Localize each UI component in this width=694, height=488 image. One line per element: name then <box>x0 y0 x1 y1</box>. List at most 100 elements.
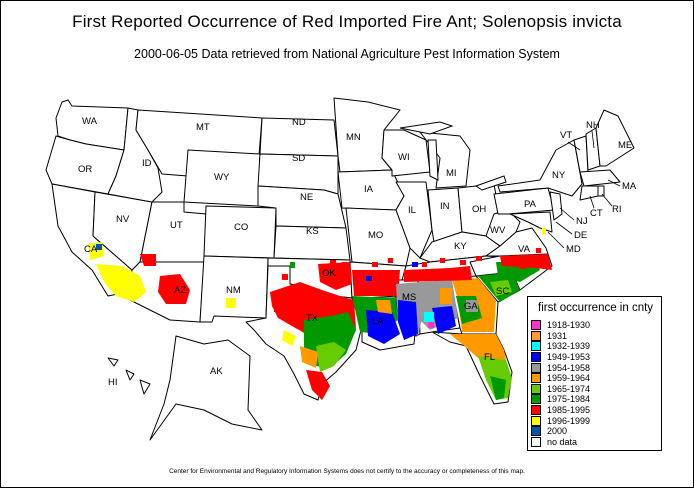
label-sd: SD <box>292 153 305 164</box>
patch-4 <box>388 258 393 263</box>
lake-erie <box>474 175 507 191</box>
legend-label: 1959-1964 <box>547 373 591 384</box>
label-ut: UT <box>170 220 183 231</box>
great-lakes <box>399 121 507 191</box>
legend-swatch <box>531 415 541 426</box>
infestation-layer <box>88 228 552 400</box>
legend-swatch <box>531 383 541 394</box>
legend-item: 1959-1964 <box>531 373 661 384</box>
leader-ma <box>607 179 621 187</box>
legend-swatch <box>531 320 541 331</box>
patch-3 <box>372 262 378 267</box>
legend-item: 1975-1984 <box>531 394 661 405</box>
leader-ri <box>601 193 613 207</box>
legend-item: 1949-1953 <box>531 352 661 363</box>
legend-item: 1996-1999 <box>531 415 661 426</box>
fill-nc-red <box>500 254 552 270</box>
legend-label: 2000 <box>547 426 568 437</box>
label-md: MD <box>566 244 581 255</box>
legend-label: 1985-1995 <box>547 405 591 416</box>
legend-label: 1965-1974 <box>547 383 591 394</box>
fill-la-orange <box>376 300 392 314</box>
map-title: First Reported Occurrence of Red Importe… <box>72 12 622 31</box>
label-ri: RI <box>612 204 622 215</box>
patch-14 <box>282 274 288 280</box>
label-ct: CT <box>590 208 603 219</box>
fill-ms-blue <box>398 300 418 340</box>
legend-item: 1954-1958 <box>531 362 661 373</box>
state-nj <box>549 191 563 221</box>
patch-7 <box>440 258 445 263</box>
fill-tx-lgreen <box>316 342 346 372</box>
legend: first occurrence in cnty 1918-1930 1931 19… <box>527 296 662 451</box>
patch-10 <box>520 264 526 269</box>
leader-vt <box>567 141 581 151</box>
fill-al-cyan <box>424 312 434 322</box>
fill-ar-red <box>352 270 400 296</box>
leader-ct <box>589 195 595 209</box>
legend-item: no data <box>531 436 661 448</box>
fill-ca-red <box>140 254 156 266</box>
legend-label: 1918-1930 <box>547 320 591 331</box>
legend-title: first occurrence in cnty <box>538 302 654 314</box>
legend-item: 1932-1939 <box>531 341 661 352</box>
label-co: CO <box>234 222 248 233</box>
patch-ca-blue <box>96 244 102 250</box>
fill-ok-yellow <box>282 330 296 346</box>
label-mt: MT <box>196 122 210 133</box>
legend-label: 1954-1958 <box>547 362 591 373</box>
state-wi <box>381 129 431 177</box>
fill-ca-yellow <box>96 264 146 302</box>
label-me: ME <box>618 140 632 151</box>
label-ia: IA <box>364 184 374 195</box>
patch-6 <box>422 262 427 267</box>
state-wv <box>485 209 521 247</box>
legend-swatch <box>531 426 541 437</box>
fill-la-blue <box>366 310 400 344</box>
label-tx: TX <box>306 313 319 324</box>
label-ok: OK <box>322 268 336 279</box>
fill-fl-dgreen <box>490 376 506 400</box>
patch-9 <box>476 256 482 261</box>
label-il: IL <box>408 205 416 216</box>
label-nd: ND <box>292 117 306 128</box>
legend-swatch <box>531 373 541 384</box>
label-la: LA <box>372 316 384 327</box>
lake-michigan <box>427 139 439 181</box>
patch-12 <box>542 228 546 234</box>
patch-11 <box>536 248 541 253</box>
state-ny <box>497 139 583 197</box>
state-ri <box>597 185 605 197</box>
patch-15 <box>290 262 295 268</box>
leader-md <box>547 231 565 249</box>
leader-nh <box>591 130 595 149</box>
leader-nj <box>559 207 575 221</box>
fill-al-orange <box>440 288 452 304</box>
label-nh: NH <box>586 120 600 131</box>
label-ma: MA <box>622 181 637 192</box>
label-az: AZ <box>174 285 186 296</box>
state-il <box>395 181 433 259</box>
label-mo: MO <box>368 230 383 241</box>
label-wi: WI <box>398 152 410 163</box>
legend-item: 1931 <box>531 330 661 342</box>
label-pa: PA <box>524 199 537 210</box>
state-ct <box>579 185 599 201</box>
label-nm: NM <box>226 285 241 296</box>
state-ak <box>149 335 263 441</box>
state-labels: WA OR ID MT ND SD WY NE MN WI MI IA IL I… <box>78 116 637 388</box>
legend-swatch <box>531 362 541 373</box>
label-ky: KY <box>454 241 467 252</box>
label-ak: AK <box>210 366 223 377</box>
label-de: DE <box>574 230 587 241</box>
label-in: IN <box>440 201 450 212</box>
legend-item: 1985-1995 <box>531 405 661 416</box>
fill-nm-yellow <box>226 298 236 308</box>
fill-sc-lgreen <box>490 280 512 296</box>
state-hi-3 <box>139 379 151 395</box>
label-ms: MS <box>402 292 416 303</box>
legend-label: 1932-1939 <box>547 341 591 352</box>
fill-ga-grey <box>466 300 478 312</box>
label-wy: WY <box>214 172 230 183</box>
